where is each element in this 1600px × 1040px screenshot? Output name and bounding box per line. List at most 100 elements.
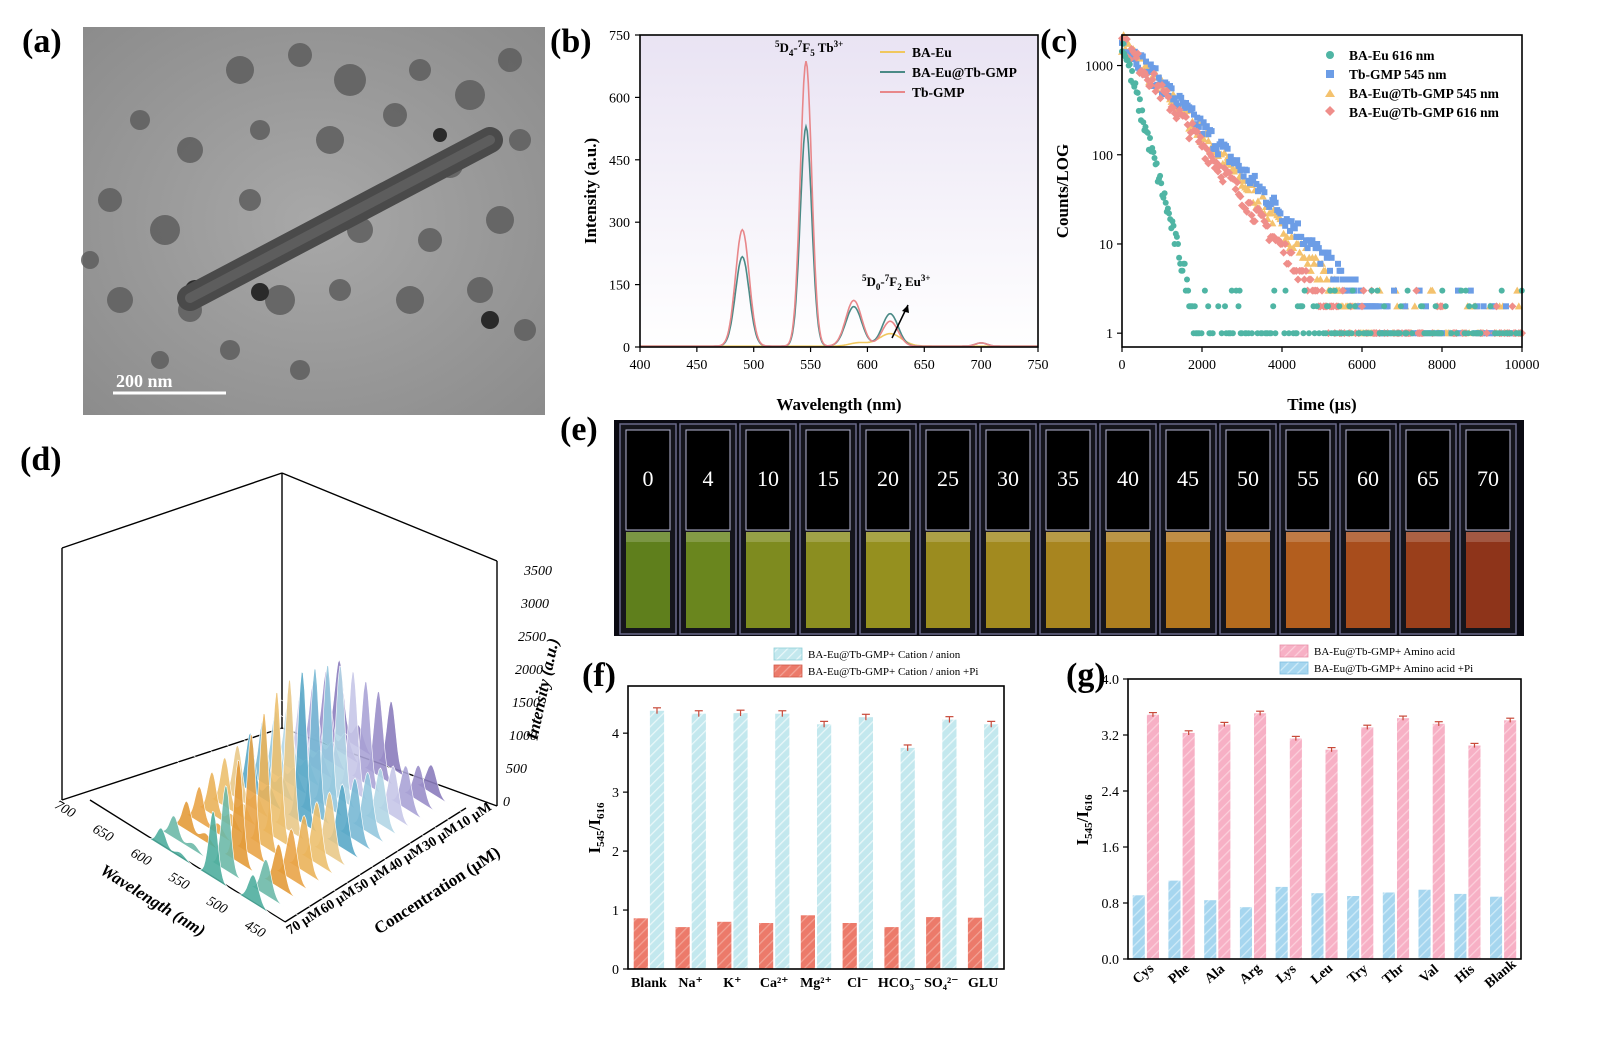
category-label: Ala	[1202, 962, 1228, 987]
data-point	[1492, 302, 1501, 311]
data-point	[1247, 180, 1253, 187]
cuvette-top	[1225, 429, 1271, 531]
bar-main-6	[1361, 727, 1374, 959]
bar-pi-2	[1204, 900, 1217, 959]
data-point	[1199, 131, 1205, 137]
data-point	[1162, 86, 1171, 95]
data-point	[1171, 95, 1178, 102]
category-label: GLU	[968, 976, 998, 991]
cuvette-top	[1105, 429, 1151, 531]
x-tick-label: 550	[800, 358, 821, 373]
y-tick-label: 10	[1099, 238, 1113, 253]
cuvette-top	[745, 429, 791, 531]
bar-main-4	[1289, 738, 1302, 959]
panel-d-3d-chart: 0 500 1000 1500 2000 2500 3000 3500 700 650 600 550…	[52, 472, 563, 941]
bar-main-0	[649, 710, 665, 969]
data-point	[1134, 49, 1142, 58]
panel-d-wavelength-label: Wavelength (nm)	[97, 860, 209, 940]
legend-ba-eu-616: BA-Eu 616 nm	[1349, 48, 1435, 63]
data-point	[1335, 260, 1341, 267]
data-point	[1423, 303, 1429, 310]
bar-pi-8	[1418, 889, 1431, 959]
bar-main-7	[942, 719, 957, 969]
data-point	[1410, 302, 1419, 310]
data-point	[1196, 133, 1205, 142]
data-point	[1347, 276, 1354, 283]
data-point	[1255, 188, 1261, 195]
bar-main-2	[733, 713, 748, 969]
y-tick-label: 100	[1092, 149, 1113, 164]
x-tick-label: 8000	[1428, 358, 1456, 373]
data-point	[1291, 225, 1298, 232]
data-point	[1173, 233, 1180, 240]
data-point	[1181, 104, 1188, 111]
bar-main-6	[900, 747, 915, 969]
data-point	[1142, 123, 1149, 130]
legend-bt-616: BA-Eu@Tb-GMP 616 nm	[1349, 105, 1500, 120]
data-point	[1229, 157, 1236, 164]
legend-f-cation-pi: BA-Eu@Tb-GMP+ Cation / anion +Pi	[808, 666, 978, 678]
data-point	[1218, 330, 1225, 337]
data-point	[1258, 192, 1267, 200]
bar-pi-7	[1382, 892, 1395, 959]
data-point	[1157, 172, 1164, 179]
data-point	[1170, 222, 1177, 229]
bar-main-2	[1218, 724, 1231, 959]
data-point	[1220, 148, 1229, 156]
data-point	[1250, 217, 1259, 226]
x-tick-label: 450	[686, 358, 707, 373]
data-point	[1151, 155, 1158, 161]
data-point	[1215, 303, 1222, 310]
category-label: Leu	[1308, 961, 1336, 988]
data-point	[1358, 302, 1366, 311]
cuvette-liquid	[1226, 532, 1270, 628]
wavelength-tick-label: 700	[52, 798, 78, 821]
data-point	[1250, 177, 1257, 184]
bar-main-7	[1397, 718, 1410, 959]
legend-f-cation: BA-Eu@Tb-GMP+ Cation / anion	[808, 649, 961, 661]
data-point	[1294, 275, 1302, 284]
data-point	[1311, 241, 1317, 247]
bar-main-1	[1182, 732, 1195, 959]
legend-marker-tb-gmp-545	[1326, 70, 1334, 78]
intensity-tick-label: 2000	[515, 663, 543, 678]
data-point	[1271, 194, 1277, 201]
data-point	[1303, 259, 1312, 267]
data-point	[1314, 241, 1321, 247]
cuvette-top	[1465, 429, 1511, 531]
data-point	[1295, 220, 1301, 227]
legend-bt-545: BA-Eu@Tb-GMP 545 nm	[1349, 86, 1500, 101]
intensity-tick-label: 3500	[523, 564, 552, 579]
data-point	[1169, 103, 1178, 112]
data-point	[1155, 74, 1162, 81]
data-point	[1148, 75, 1157, 84]
data-point	[1455, 287, 1461, 294]
data-point	[1349, 287, 1356, 294]
data-point	[1189, 105, 1196, 112]
data-point	[1139, 107, 1146, 114]
x-tick-label: 400	[630, 358, 651, 373]
data-point	[1218, 177, 1227, 186]
cuvette-label: 20	[877, 466, 899, 491]
data-point	[1344, 276, 1351, 283]
data-point	[1227, 153, 1234, 160]
x-tick-label: 750	[1028, 358, 1049, 373]
data-point	[1352, 276, 1359, 283]
data-point	[1302, 266, 1310, 275]
y-tick-label: 1.6	[1102, 841, 1120, 856]
data-point	[1169, 218, 1176, 225]
data-point	[1179, 99, 1186, 106]
category-label: Mg²⁺	[800, 976, 832, 991]
cuvette-label: 45	[1177, 466, 1199, 491]
category-label: Thr	[1380, 961, 1408, 987]
data-point	[1208, 128, 1215, 135]
data-point	[1285, 330, 1292, 337]
panel-b-ylabel: Intensity (a.u.)	[581, 138, 600, 244]
data-point	[1312, 245, 1319, 252]
cuvette-liquid	[1046, 532, 1090, 628]
data-point	[1282, 287, 1289, 294]
legend-marker-ba-eu-616	[1326, 51, 1334, 59]
data-point	[1467, 287, 1474, 294]
intensity-tick-label: 500	[506, 762, 527, 777]
data-point	[1331, 287, 1338, 294]
